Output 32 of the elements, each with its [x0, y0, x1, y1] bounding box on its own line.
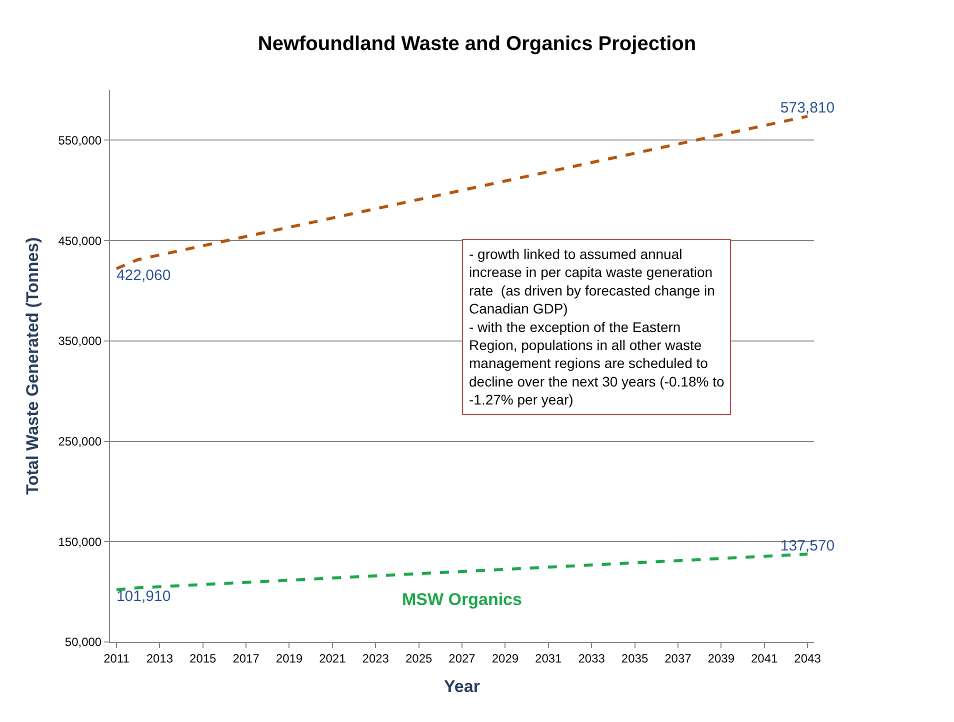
x-tick-label: 2031 — [535, 651, 562, 666]
x-tick-label: 2039 — [708, 651, 735, 666]
x-tick-label: 2019 — [276, 651, 303, 666]
x-tick-label: 2015 — [190, 651, 217, 666]
data-label: 422,060 — [116, 266, 171, 284]
x-tick-label: 2025 — [405, 651, 432, 666]
x-tick-label: 2013 — [146, 651, 174, 666]
data-label: 573,810 — [780, 100, 835, 117]
x-tick-label: 2017 — [232, 651, 260, 666]
x-tick-label: 2041 — [750, 651, 778, 666]
x-tick-label: 2023 — [362, 651, 390, 666]
x-tick-label: 2029 — [492, 651, 519, 666]
y-tick-label: 450,000 — [58, 234, 102, 248]
y-axis-title: Total Waste Generated (Tonnes) — [22, 237, 42, 495]
x-tick-label: 2037 — [664, 651, 692, 666]
x-tick-label: 2027 — [448, 651, 476, 666]
y-tick-label: 50,000 — [64, 635, 102, 650]
x-tick-label: 2043 — [794, 651, 822, 666]
y-tick-label: 550,000 — [58, 133, 102, 148]
chart-title: Newfoundland Waste and Organics Projection — [258, 33, 696, 56]
x-tick-label: 2035 — [621, 651, 648, 666]
series-label: MSW Organics — [402, 590, 522, 609]
data-label: 137,570 — [780, 537, 835, 554]
x-tick-label: 2033 — [578, 651, 606, 666]
y-tick-label: 150,000 — [58, 534, 102, 549]
x-tick-label: 2021 — [319, 651, 346, 666]
y-tick-label: 350,000 — [58, 334, 102, 348]
x-axis-title: Year — [444, 676, 480, 696]
text: - growth linked to assumed annual increase in per capita waste generation rate (as driven by forecasted change in Canadian GDP) - with the exception of the Eastern Region, populations in all other waste management regions are scheduled to decline over the next 30 years (-0.18% to -1.27% per year) — [469, 246, 724, 408]
x-tick-label: 2011 — [104, 651, 130, 666]
y-tick-label: 250,000 — [58, 434, 102, 448]
data-label: 101,910 — [116, 588, 171, 606]
